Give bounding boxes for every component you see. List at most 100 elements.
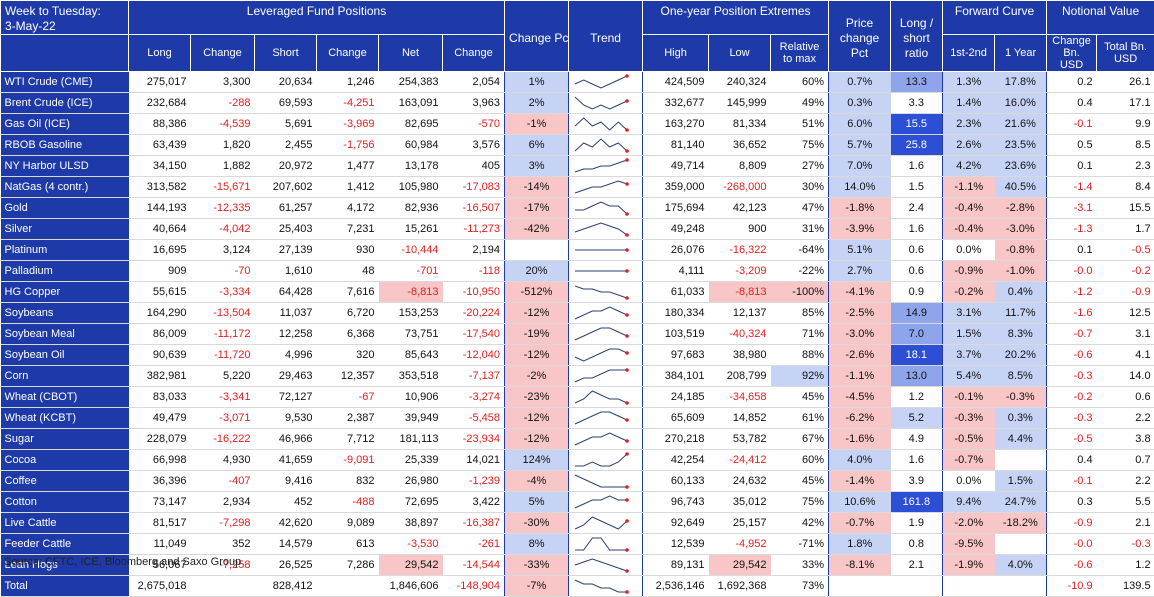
sparkline-line (575, 559, 627, 571)
sparkline-last-point (625, 128, 629, 132)
row-label: Brent Crude (ICE) (1, 93, 129, 114)
cell-nch: 0.1 (1047, 240, 1097, 261)
cell-short: 452 (255, 492, 317, 513)
cell-nch: -1.6 (1047, 303, 1097, 324)
cell-high: 12,539 (643, 534, 709, 555)
sparkline-last-point (625, 149, 629, 153)
cell-price: -4.5% (829, 387, 891, 408)
cell-high: 89,131 (643, 555, 709, 576)
cell-low: 900 (709, 219, 771, 240)
cell-c1: 1.4% (943, 93, 995, 114)
cell-net: 25,339 (379, 450, 443, 471)
cell-net: 181,113 (379, 429, 443, 450)
cell-ch2: 4,172 (317, 198, 379, 219)
cell-ch2: 930 (317, 240, 379, 261)
cell-high: 180,334 (643, 303, 709, 324)
cell-c1: -1.9% (943, 555, 995, 576)
sparkline-last-point (625, 418, 629, 422)
cell-ratio: 1.9 (891, 513, 943, 534)
cell-ntot: -0.3 (1097, 534, 1154, 555)
cell-net: 85,643 (379, 345, 443, 366)
trend-sparkline (569, 471, 643, 492)
row-label: WTI Crude (CME) (1, 72, 129, 93)
cell-c2: 11.7% (995, 303, 1047, 324)
cell-nch: -1.3 (1047, 219, 1097, 240)
cell-short: 69,593 (255, 93, 317, 114)
cell-c1: -1.1% (943, 177, 995, 198)
cell-ch1: -12,335 (191, 198, 255, 219)
cell-c1: 3.1% (943, 303, 995, 324)
trend-sparkline (569, 324, 643, 345)
cell-pct: -42% (505, 219, 569, 240)
cell-ch1: -3,071 (191, 408, 255, 429)
cell-high: 424,509 (643, 72, 709, 93)
sparkline-last-point (625, 74, 629, 78)
cell-rel: -22% (771, 261, 829, 282)
cell-low: 53,782 (709, 429, 771, 450)
cell-short: 11,037 (255, 303, 317, 324)
cell-ch1: -4,539 (191, 114, 255, 135)
sparkline-chart (569, 535, 633, 553)
cell-ntot: 1.2 (1097, 555, 1154, 576)
trend-sparkline (569, 219, 643, 240)
cell-long: 36,396 (129, 471, 191, 492)
cell-ch1: -15,671 (191, 177, 255, 198)
cell-ntot: 17.1 (1097, 93, 1154, 114)
cell-c2: -3.0% (995, 219, 1047, 240)
cell-ch1: -70 (191, 261, 255, 282)
cell-net: 163,091 (379, 93, 443, 114)
cell-ch3: -7,137 (443, 366, 505, 387)
cell-pct: -12% (505, 345, 569, 366)
cell-c2: -2.8% (995, 198, 1047, 219)
cell-c2: 24.7% (995, 492, 1047, 513)
trend-sparkline (569, 114, 643, 135)
cell-ratio: 0.6 (891, 240, 943, 261)
cell-short: 20,634 (255, 72, 317, 93)
cell-low: -268,000 (709, 177, 771, 198)
cell-rel: 45% (771, 471, 829, 492)
cell-ch3: 3,963 (443, 93, 505, 114)
cell-c2: -0.8% (995, 240, 1047, 261)
sparkline-chart (569, 304, 633, 322)
cell-c1: -0.3% (943, 408, 995, 429)
cell-ch1: -16,222 (191, 429, 255, 450)
cell-high: 332,677 (643, 93, 709, 114)
cell-ch2: 832 (317, 471, 379, 492)
cell-rel: 75% (771, 492, 829, 513)
cell-rel: 73% (771, 576, 829, 597)
cell-net: 39,949 (379, 408, 443, 429)
cell-ratio: 1.6 (891, 219, 943, 240)
cell-price: 1.8% (829, 534, 891, 555)
cell-ch3: -148,904 (443, 576, 505, 597)
cell-pct: 6% (505, 135, 569, 156)
cell-ch1: 1,882 (191, 156, 255, 177)
col-net: Net (379, 35, 443, 72)
cell-ch1: -407 (191, 471, 255, 492)
cell-ch2: 7,231 (317, 219, 379, 240)
notional-header: Notional Value (1047, 1, 1154, 35)
cell-rel: 30% (771, 177, 829, 198)
cell-price: -1.4% (829, 471, 891, 492)
cell-rel: 61% (771, 408, 829, 429)
cell-ntot: 2.2 (1097, 408, 1154, 429)
cell-nch: -10.9 (1047, 576, 1097, 597)
row-label: Wheat (CBOT) (1, 387, 129, 408)
cell-rel: 51% (771, 114, 829, 135)
cell-pct: -1% (505, 114, 569, 135)
cell-low: 29,542 (709, 555, 771, 576)
change-pct-header: Change Pct (505, 1, 569, 72)
sparkline-last-point (625, 269, 629, 273)
cell-short: 1,610 (255, 261, 317, 282)
cell-ch2: 6,368 (317, 324, 379, 345)
trend-sparkline (569, 408, 643, 429)
sparkline-chart (569, 178, 633, 196)
cell-c2: -0.3% (995, 387, 1047, 408)
cell-high: 65,609 (643, 408, 709, 429)
cell-price: 0.3% (829, 93, 891, 114)
cell-c2 (995, 534, 1047, 555)
